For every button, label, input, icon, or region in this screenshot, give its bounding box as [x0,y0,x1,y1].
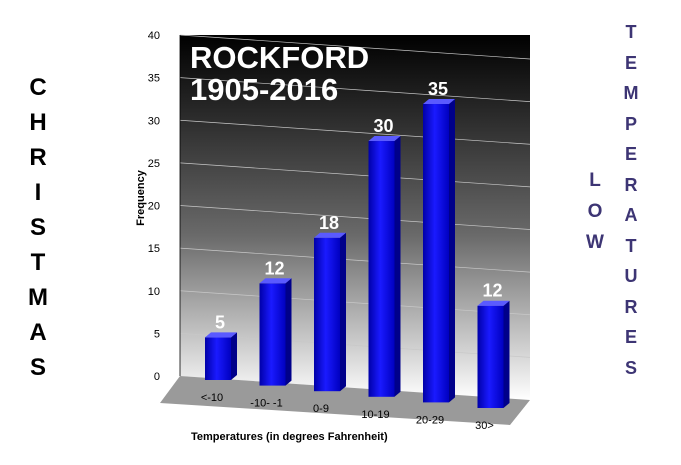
bar-front [368,141,395,397]
temperatures-letter: P [624,113,637,134]
bar-front [259,283,286,386]
temperatures-letter: T [625,235,637,256]
y-tick-label: 20 [148,201,160,213]
temperatures-letter: S [624,357,637,378]
low-letter: O [587,201,603,222]
x-tick-label: <-10 [201,392,223,404]
bar: 5 [205,312,237,380]
y-axis-title: Frequency [135,169,147,226]
x-tick-label: 10-19 [361,409,389,421]
bar-side [394,136,401,397]
data-label: 30 [373,116,393,136]
temperatures-letter: M [623,83,639,103]
y-tick-label: 15 [148,243,160,255]
temperatures-letter: A [624,205,638,225]
bar-front [314,237,340,392]
bar-top [423,99,455,105]
christmas-letter: S [29,354,46,381]
chart-title-line-1: ROCKFORD [190,40,369,75]
y-tick-label: 25 [148,158,160,170]
temperatures-letter: E [624,327,637,347]
x-tick-label: 30> [475,420,494,432]
y-axis-ticks: 0 5 10 15 20 25 30 35 40 [148,30,160,383]
bar-front [205,337,231,380]
bar-top [205,332,237,338]
data-label: 18 [319,213,339,233]
temperatures-letter: R [624,296,638,317]
chart-floor [160,376,530,425]
bar-side [285,278,292,386]
bar-top [259,278,292,284]
y-tick-label: 40 [148,30,160,42]
y-tick-label: 35 [148,73,160,85]
temperatures-letter: R [624,174,638,195]
chart-title-line-2: 1905-2016 [190,72,338,107]
data-label: 12 [482,281,502,301]
christmas-letter: I [34,179,42,206]
christmas-letter: T [30,249,46,276]
bar-side [503,300,510,408]
christmas-letter: C [29,74,47,101]
x-tick-label: 0-9 [313,403,329,415]
bar-top [314,232,346,238]
bar: 12 [477,281,510,408]
data-label: 5 [215,312,225,332]
bar: 30 [368,116,401,397]
bar: 12 [259,258,292,386]
temperatures-letter: E [624,144,637,164]
gridlines [179,34,531,358]
data-label: 35 [428,79,448,99]
christmas-letter: A [29,319,47,346]
low-letter: W [586,232,604,253]
bar: 35 [423,79,455,403]
low-letter: L [589,170,601,191]
x-tick-label: 20-29 [416,414,444,426]
gridline [179,333,531,358]
bar-front [423,104,449,403]
x-axis-title: Temperatures (in degrees Fahrenheit) [191,431,388,443]
temperatures-letter: T [625,22,637,42]
low-vertical-text: L O W [580,165,610,258]
christmas-vertical-text: C H R I S T M A S [18,70,58,385]
gridline [179,290,531,316]
gridline [179,34,531,60]
gridline [179,162,531,188]
bar: 18 [314,213,346,392]
bar-side [231,332,237,380]
y-tick-label: 5 [154,328,160,340]
y-tick-label: 30 [148,115,160,127]
bar-top [368,136,401,142]
gridline [179,205,531,230]
gridline [179,247,531,273]
christmas-letter: S [29,214,46,241]
x-axis-ticks: <-10 -10- -1 0-9 10-19 20-29 30> [201,392,494,432]
x-tick-label: -10- -1 [250,398,282,410]
bar-front [477,305,504,408]
bars: 5 12 18 30 35 12 [205,79,510,408]
data-label: 12 [264,258,284,278]
christmas-letter: R [29,144,47,171]
temperatures-vertical-text: T E M P E R A T U R E S [616,17,646,383]
gridline [179,119,531,145]
y-tick-label: 0 [154,371,160,383]
y-tick-label: 10 [148,286,160,298]
bar-top [477,300,510,306]
gridline [179,77,531,102]
bar-side [340,232,346,392]
christmas-letter: H [29,109,47,136]
temperatures-letter: E [624,52,637,73]
bar-side [449,99,455,403]
christmas-letter: M [28,284,48,311]
temperatures-letter: U [624,266,638,286]
